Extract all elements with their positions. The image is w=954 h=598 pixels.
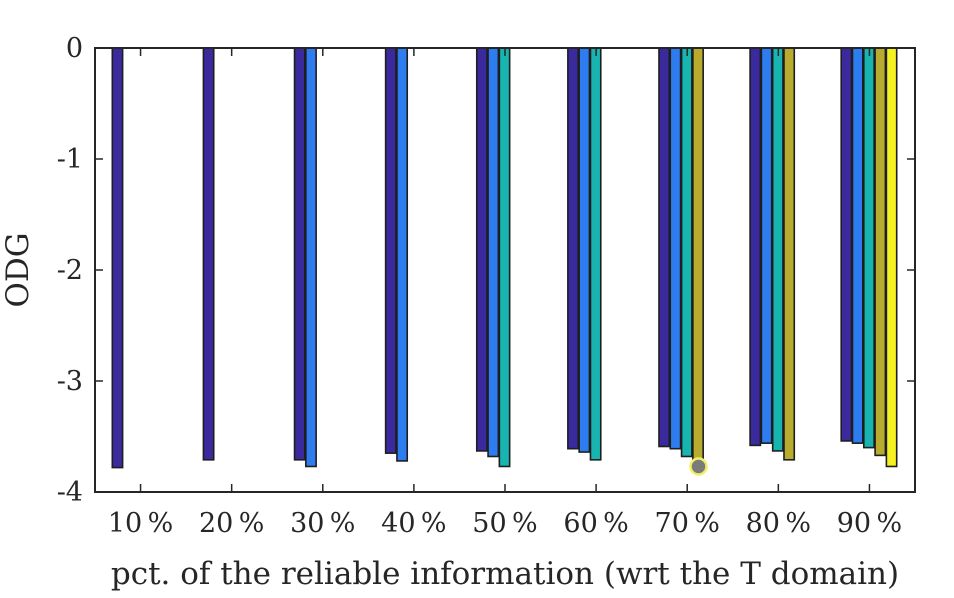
x-tick-label: 90 % xyxy=(837,508,902,539)
bar xyxy=(771,47,784,452)
bar xyxy=(567,47,579,450)
bar xyxy=(669,47,682,450)
bar xyxy=(305,47,317,468)
bar xyxy=(396,47,409,462)
bar xyxy=(498,47,511,468)
bar xyxy=(202,47,215,461)
x-tick-label: 70 % xyxy=(655,508,720,539)
x-tick-label: 40 % xyxy=(381,508,446,539)
x-tick-label: 80 % xyxy=(746,508,811,539)
bar xyxy=(885,47,898,468)
bar xyxy=(658,47,671,448)
bar xyxy=(851,47,864,444)
bar xyxy=(692,47,704,463)
bar xyxy=(589,47,602,461)
bar xyxy=(874,47,887,457)
bar xyxy=(111,47,124,469)
bar xyxy=(475,47,488,452)
x-tick-label: 60 % xyxy=(563,508,628,539)
bar xyxy=(749,47,762,447)
y-tick-label: -1 xyxy=(57,144,83,175)
bar xyxy=(293,47,306,461)
ticks-layer xyxy=(95,47,915,493)
x-tick-label: 50 % xyxy=(472,508,537,539)
highlight-marker xyxy=(689,457,708,476)
bar xyxy=(783,47,796,461)
x-tick-label: 20 % xyxy=(199,508,264,539)
marker-layer xyxy=(689,457,708,476)
y-tick-label: 0 xyxy=(66,33,83,64)
tick-labels-layer: 0 -1 -2 -3 -4 10 % 20 % 30 % 40 % 50 % 60 % 70 % 80 … xyxy=(57,33,902,539)
y-axis-label: ODG xyxy=(0,232,36,307)
y-tick-label: -2 xyxy=(57,255,83,286)
y-tick-label: -4 xyxy=(57,477,83,508)
bar xyxy=(862,47,875,449)
bars-layer xyxy=(111,47,898,469)
bar xyxy=(680,47,693,458)
x-tick-label: 10 % xyxy=(108,508,173,539)
bar xyxy=(760,47,773,444)
bar xyxy=(384,47,397,454)
bar xyxy=(578,47,591,453)
x-axis-label: pct. of the reliable information (wrt th… xyxy=(111,556,899,592)
x-tick-label: 30 % xyxy=(290,508,355,539)
bar xyxy=(840,47,853,442)
y-tick-label: -3 xyxy=(57,366,83,397)
bar xyxy=(487,47,500,458)
